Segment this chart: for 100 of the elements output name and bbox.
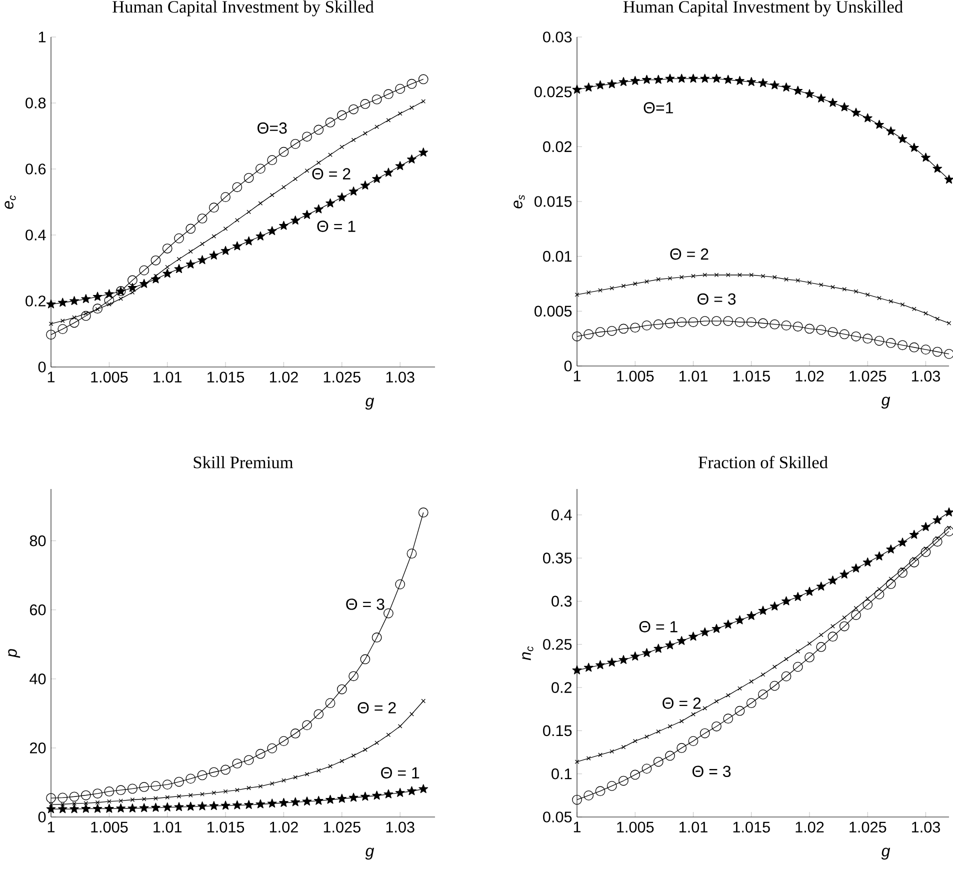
point xyxy=(932,346,942,357)
point xyxy=(932,536,942,547)
point xyxy=(920,344,931,354)
y-tick-label: 0 xyxy=(564,360,572,372)
x-tick-label: 1.03 xyxy=(912,822,940,833)
point xyxy=(653,756,664,767)
point xyxy=(46,804,56,814)
point xyxy=(223,789,228,794)
point xyxy=(267,798,277,808)
point xyxy=(749,679,754,684)
point xyxy=(598,288,602,293)
point xyxy=(58,324,68,334)
point xyxy=(665,318,675,328)
point xyxy=(898,134,908,144)
point xyxy=(290,728,300,738)
point xyxy=(656,277,661,282)
point xyxy=(328,764,332,768)
chart-title: Skill Premium xyxy=(194,456,294,468)
point xyxy=(209,801,219,810)
point xyxy=(293,176,298,182)
series-label: Θ=1 xyxy=(644,102,673,114)
point xyxy=(630,770,640,780)
point xyxy=(80,790,91,800)
y-tick-label: 0.35 xyxy=(543,552,572,564)
x-tick-label: 1.01 xyxy=(154,822,182,833)
point xyxy=(758,690,768,700)
point xyxy=(316,768,321,773)
point xyxy=(642,648,652,658)
x-axis-title: g xyxy=(365,848,374,860)
point xyxy=(314,709,324,720)
point xyxy=(679,275,684,280)
y-tick-label: 0.25 xyxy=(543,638,572,650)
point xyxy=(208,202,219,213)
point xyxy=(691,274,696,278)
point xyxy=(770,319,780,330)
point xyxy=(818,282,824,288)
point xyxy=(702,272,708,278)
point xyxy=(782,82,791,92)
y-tick-label: 0.8 xyxy=(26,98,46,108)
point xyxy=(606,326,617,336)
point xyxy=(688,317,698,328)
point xyxy=(784,656,788,662)
point xyxy=(104,786,114,796)
point xyxy=(630,652,640,661)
point xyxy=(807,641,812,646)
point xyxy=(828,98,838,107)
point xyxy=(644,279,649,284)
point xyxy=(760,672,766,677)
point xyxy=(886,126,896,136)
point xyxy=(723,620,733,629)
point xyxy=(610,286,614,290)
point xyxy=(746,77,756,86)
point xyxy=(304,168,310,173)
point xyxy=(854,289,858,294)
series-label: Θ = 2 xyxy=(670,248,708,260)
point xyxy=(130,798,135,802)
y-tick-label: 40 xyxy=(30,673,46,684)
point xyxy=(363,748,368,752)
point xyxy=(351,138,356,142)
x-axis-title: g xyxy=(881,848,890,860)
x-tick-label: 1.015 xyxy=(208,822,244,833)
point xyxy=(828,632,838,642)
point xyxy=(782,596,791,606)
point xyxy=(572,84,582,94)
point xyxy=(595,786,606,796)
y-axis-title: e$_{s}$ xyxy=(514,194,525,208)
x-tick-label: 1 xyxy=(574,822,581,832)
point xyxy=(60,318,65,323)
point xyxy=(610,749,614,754)
point xyxy=(258,784,263,788)
point xyxy=(162,780,172,790)
point xyxy=(921,522,930,532)
point xyxy=(267,226,277,236)
x-tick-label: 1.005 xyxy=(91,822,128,833)
point xyxy=(314,204,324,214)
point xyxy=(290,797,300,806)
point xyxy=(360,99,370,109)
point xyxy=(328,152,332,157)
point xyxy=(839,621,850,632)
point xyxy=(162,268,172,278)
chart-title: Human Capital Investment by Skilled xyxy=(112,0,374,16)
point xyxy=(363,131,368,136)
series-label: Θ = 3 xyxy=(697,293,736,305)
point xyxy=(162,244,172,254)
point xyxy=(198,801,207,810)
point xyxy=(188,249,193,254)
point xyxy=(220,800,230,810)
point xyxy=(584,790,594,800)
point xyxy=(618,77,628,86)
point xyxy=(653,319,664,330)
point xyxy=(418,508,428,518)
point xyxy=(174,264,184,274)
point xyxy=(828,576,838,585)
point xyxy=(232,182,242,192)
point xyxy=(304,772,310,776)
point xyxy=(256,799,266,808)
point xyxy=(909,342,920,352)
point xyxy=(656,729,661,734)
point xyxy=(95,800,100,805)
point xyxy=(900,302,905,307)
